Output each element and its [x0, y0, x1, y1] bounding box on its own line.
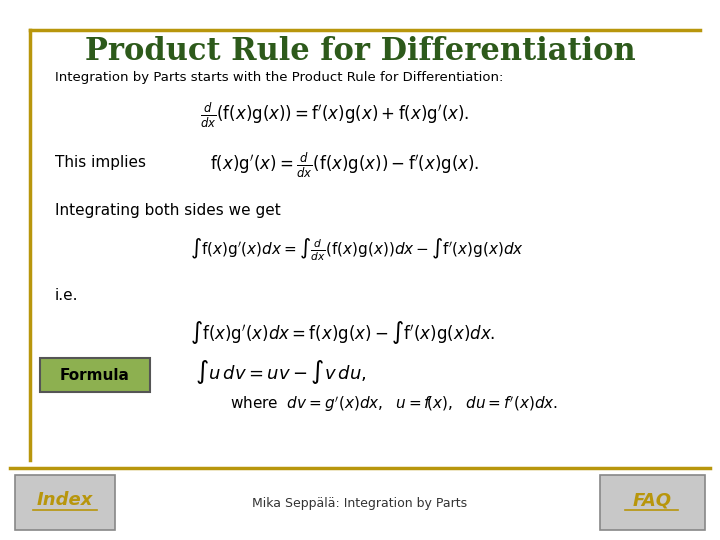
Text: Mika Seppälä: Integration by Parts: Mika Seppälä: Integration by Parts [253, 496, 467, 510]
Text: $\mathrm{f}(x)\mathrm{g}'(x) = \frac{d}{dx}(\mathrm{f}(x)\mathrm{g}(x)) - \mathr: $\mathrm{f}(x)\mathrm{g}'(x) = \frac{d}{… [210, 151, 480, 180]
Text: $\frac{d}{dx}(\mathrm{f}(x)\mathrm{g}(x)) = \mathrm{f}'(x)\mathrm{g}(x) + \mathr: $\frac{d}{dx}(\mathrm{f}(x)\mathrm{g}(x)… [200, 100, 469, 130]
Text: Integrating both sides we get: Integrating both sides we get [55, 202, 281, 218]
Text: Product Rule for Differentiation: Product Rule for Differentiation [85, 37, 635, 68]
Text: i.e.: i.e. [55, 287, 78, 302]
Text: FAQ: FAQ [632, 491, 672, 509]
Text: Index: Index [37, 491, 93, 509]
Text: Formula: Formula [60, 368, 130, 382]
Text: $\int \mathrm{f}(x)\mathrm{g}'(x)dx = \int \frac{d}{dx}(\mathrm{f}(x)\mathrm{g}(: $\int \mathrm{f}(x)\mathrm{g}'(x)dx = \i… [190, 237, 524, 263]
Text: Integration by Parts starts with the Product Rule for Differentiation:: Integration by Parts starts with the Pro… [55, 71, 503, 84]
FancyBboxPatch shape [600, 475, 705, 530]
FancyBboxPatch shape [15, 475, 115, 530]
Text: This implies: This implies [55, 154, 146, 170]
Text: $\int u\,dv = uv - \int v\,du,$: $\int u\,dv = uv - \int v\,du,$ [195, 358, 366, 386]
Text: where  $dv = g'(x)dx,\ \ u = f\!\left(x\right),\ \ du = f'(x)dx.$: where $dv = g'(x)dx,\ \ u = f\!\left(x\r… [230, 394, 558, 414]
Text: $\int \mathrm{f}(x)\mathrm{g}'(x)dx = \mathrm{f}(x)\mathrm{g}(x) - \int \mathrm{: $\int \mathrm{f}(x)\mathrm{g}'(x)dx = \m… [190, 319, 495, 346]
FancyBboxPatch shape [40, 358, 150, 392]
